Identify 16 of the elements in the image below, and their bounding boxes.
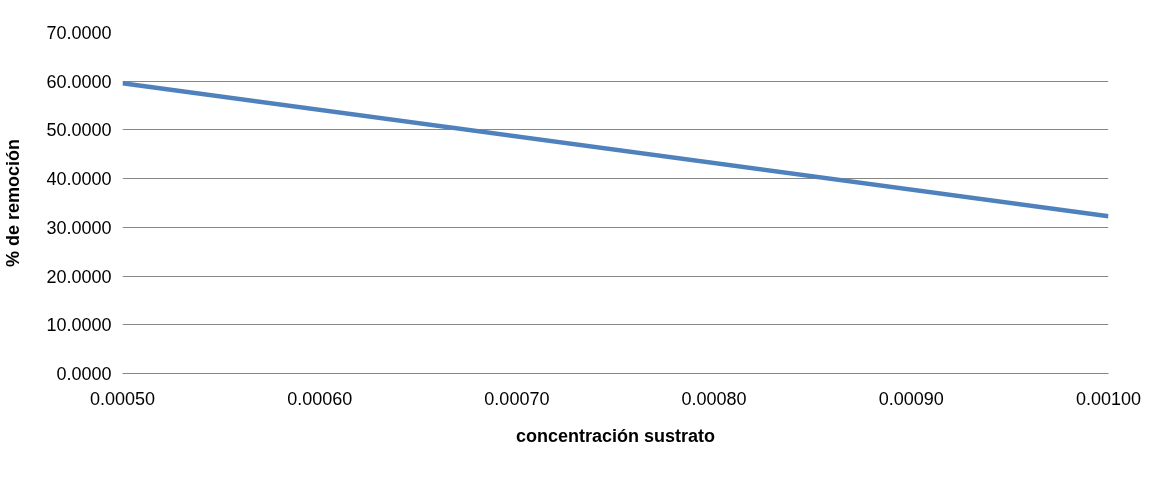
x-tick-label: 0.00100 [1075, 388, 1142, 409]
y-tick-label: 30.0000 [46, 217, 112, 238]
y-axis-title: % de remoción [3, 138, 24, 268]
y-tick-label: 40.0000 [46, 169, 112, 190]
y-tick-label: 60.0000 [46, 71, 112, 92]
x-axis-title: concentración sustrato [515, 425, 716, 446]
y-tick-label: 20.0000 [46, 266, 112, 287]
y-tick-label: 50.0000 [46, 120, 112, 141]
x-tick-label: 0.00080 [681, 388, 747, 409]
y-tick-label: 70.0000 [46, 23, 112, 43]
y-tick-label: 10.0000 [46, 315, 112, 336]
x-tick-label: 0.00060 [287, 388, 353, 409]
x-tick-label: 0.00070 [484, 388, 550, 409]
x-tick-label: 0.00050 [89, 388, 156, 409]
x-tick-label: 0.00090 [878, 388, 944, 409]
y-tick-label: 0.0000 [56, 364, 112, 384]
